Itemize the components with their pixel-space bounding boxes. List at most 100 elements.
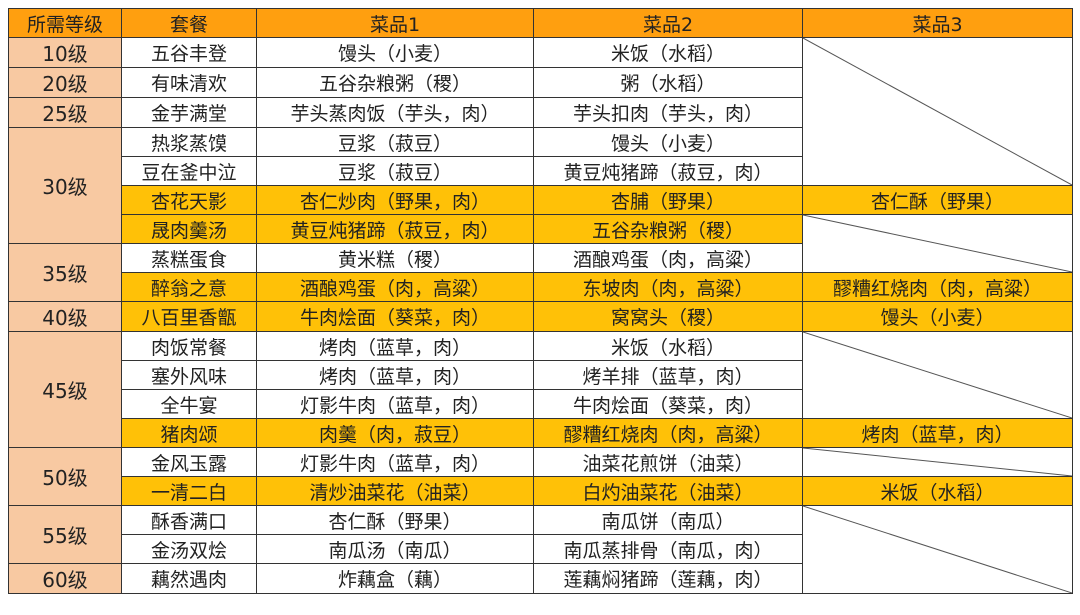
level-cell: 55级 xyxy=(8,505,122,564)
set-name-cell: 蒸糕蛋食 xyxy=(121,243,257,273)
dish1-cell: 豆浆（菽豆） xyxy=(256,156,534,186)
set-name-cell: 杏花天影 xyxy=(121,185,257,215)
table-row: 晟肉羹汤 黄豆炖猪蹄（菽豆，肉） 五谷杂粮粥（稷） xyxy=(9,214,1073,273)
dish1-cell: 杏仁酥（野果） xyxy=(256,505,534,535)
table-row: 全牛宴 灯影牛肉（蓝草，肉） 牛肉烩面（葵菜，肉） xyxy=(9,389,1073,419)
dish2-cell: 窝窝头（稷） xyxy=(533,301,803,332)
level-cell: 25级 xyxy=(8,97,122,128)
dish1-cell: 烤肉（蓝草，肉） xyxy=(256,360,534,390)
dish3-empty-cell xyxy=(802,505,1073,594)
dish2-cell: 牛肉烩面（葵菜，肉） xyxy=(533,389,803,419)
dish1-cell: 灯影牛肉（蓝草，肉） xyxy=(256,389,534,419)
set-name-cell: 热浆蒸馍 xyxy=(121,127,257,157)
dish1-cell: 酒酿鸡蛋（肉，高粱） xyxy=(256,272,534,302)
set-name-cell: 醉翁之意 xyxy=(121,272,257,302)
header-row: 所需等级 套餐 菜品1 菜品2 菜品3 xyxy=(8,8,1073,38)
dish1-cell: 炸藕盒（藕） xyxy=(256,563,534,594)
table-row: 45级 肉饭常餐 烤肉（蓝草，肉） 米饭（水稻） xyxy=(8,331,1073,448)
dish2-cell: 馒头（小麦） xyxy=(533,127,803,157)
level-cell: 35级 xyxy=(8,243,122,302)
table-row: 40级 八百里香甑 牛肉烩面（葵菜，肉） 窝窝头（稷） 馒头（小麦） xyxy=(8,301,1073,332)
level-cell: 20级 xyxy=(8,67,122,98)
level-cell: 10级 xyxy=(8,37,122,68)
dish3-cell: 馒头（小麦） xyxy=(802,301,1073,332)
set-name-cell: 有味清欢 xyxy=(121,67,257,98)
level-cell: 40级 xyxy=(8,301,122,332)
dish2-cell: 酒酿鸡蛋（肉，高粱） xyxy=(533,243,803,273)
dish1-cell: 豆浆（菽豆） xyxy=(256,127,534,157)
set-name-cell: 五谷丰登 xyxy=(121,37,257,68)
set-name-cell: 猪肉颂 xyxy=(121,418,257,448)
dish1-cell: 黄米糕（稷） xyxy=(256,243,534,273)
table-row: 55级 酥香满口 杏仁酥（野果） 南瓜饼（南瓜） xyxy=(8,505,1073,594)
diagonal-slash xyxy=(803,332,1072,418)
dish2-cell: 杏脯（野果） xyxy=(533,185,803,215)
level-cell: 50级 xyxy=(8,447,122,506)
set-name-cell: 金汤双烩 xyxy=(121,534,257,564)
table-row: 塞外风味 烤肉（蓝草，肉） 烤羊排（蓝草，肉） xyxy=(9,360,1073,390)
set-name-cell: 晟肉羹汤 xyxy=(121,214,257,244)
set-name-cell: 肉饭常餐 xyxy=(121,331,257,361)
dish1-cell: 黄豆炖猪蹄（菽豆，肉） xyxy=(256,214,534,244)
diagonal-slash xyxy=(803,215,1072,272)
dish2-cell: 米饭（水稻） xyxy=(533,331,803,361)
level-cell: 30级 xyxy=(8,127,122,244)
dish3-cell: 醪糟红烧肉（肉，高粱） xyxy=(802,272,1073,302)
dish3-empty-cell xyxy=(802,447,1073,477)
dish2-cell: 黄豆炖猪蹄（菽豆，肉） xyxy=(533,156,803,186)
set-name-cell: 一清二白 xyxy=(121,476,257,506)
table-row: 一清二白 清炒油菜花（油菜） 白灼油菜花（油菜） 米饭（水稻） xyxy=(9,476,1073,506)
dish2-cell: 南瓜蒸排骨（南瓜，肉） xyxy=(533,534,803,564)
level-cell: 60级 xyxy=(8,563,122,594)
table-row: 醉翁之意 酒酿鸡蛋（肉，高粱） 东坡肉（肉，高粱） 醪糟红烧肉（肉，高粱） xyxy=(9,272,1073,302)
dish3-cell: 米饭（水稻） xyxy=(802,476,1073,506)
table-row: 杏花天影 杏仁炒肉（野果，肉） 杏脯（野果） 杏仁酥（野果） xyxy=(9,185,1073,215)
set-name-cell: 全牛宴 xyxy=(121,389,257,419)
dish2-cell: 五谷杂粮粥（稷） xyxy=(533,214,803,244)
set-name-cell: 藕然遇肉 xyxy=(121,563,257,594)
set-name-cell: 酥香满口 xyxy=(121,505,257,535)
header-set: 套餐 xyxy=(121,8,257,38)
dish2-cell: 东坡肉（肉，高粱） xyxy=(533,272,803,302)
dish2-cell: 白灼油菜花（油菜） xyxy=(533,476,803,506)
dish2-cell: 芋头扣肉（芋头，肉） xyxy=(533,97,803,128)
header-dish2: 菜品2 xyxy=(533,8,803,38)
table-row: 50级 金风玉露 灯影牛肉（蓝草，肉） 油菜花煎饼（油菜） xyxy=(8,447,1073,506)
dish1-cell: 南瓜汤（南瓜） xyxy=(256,534,534,564)
dish1-cell: 灯影牛肉（蓝草，肉） xyxy=(256,447,534,477)
dish3-empty-cell xyxy=(802,214,1073,273)
table-row: 35级 蒸糕蛋食 黄米糕（稷） 酒酿鸡蛋（肉，高粱） xyxy=(8,243,1073,302)
dish2-cell: 醪糟红烧肉（肉，高粱） xyxy=(533,418,803,448)
dish2-cell: 米饭（水稻） xyxy=(533,37,803,68)
dish1-cell: 芋头蒸肉饭（芋头，肉） xyxy=(256,97,534,128)
dish2-cell: 油菜花煎饼（油菜） xyxy=(533,447,803,477)
set-name-cell: 八百里香甑 xyxy=(121,301,257,332)
table-row: 60级 藕然遇肉 炸藕盒（藕） 莲藕焖猪蹄（莲藕，肉） xyxy=(8,563,1073,594)
dish1-cell: 牛肉烩面（葵菜，肉） xyxy=(256,301,534,332)
table-row: 10级 五谷丰登馒头（小麦） 米饭（水稻） xyxy=(8,37,1073,186)
dish1-cell: 烤肉（蓝草，肉） xyxy=(256,331,534,361)
diagonal-slash xyxy=(803,448,1072,476)
header-dish1: 菜品1 xyxy=(256,8,534,38)
set-name-cell: 金芋满堂 xyxy=(121,97,257,128)
dish1-cell: 清炒油菜花（油菜） xyxy=(256,476,534,506)
dish2-cell: 南瓜饼（南瓜） xyxy=(533,505,803,535)
dish2-cell: 烤羊排（蓝草，肉） xyxy=(533,360,803,390)
meal-set-table: 所需等级 套餐 菜品1 菜品2 菜品3 10级 五谷丰登 馒头（小麦） 米饭（水稻） 2… xyxy=(8,8,1073,594)
table-row: 猪肉颂 肉羹（肉，菽豆） 醪糟红烧肉（肉，高粱） 烤肉（蓝草，肉） xyxy=(9,418,1073,448)
table-row: 25级 金芋满堂 芋头蒸肉饭（芋头，肉） 芋头扣肉（芋头，肉） xyxy=(8,97,1073,128)
dish3-empty-cell xyxy=(802,331,1073,419)
dish1-cell: 肉羹（肉，菽豆） xyxy=(256,418,534,448)
set-name-cell: 塞外风味 xyxy=(121,360,257,390)
dish1-cell: 五谷杂粮粥（稷） xyxy=(256,67,534,98)
header-dish3: 菜品3 xyxy=(802,8,1073,38)
diagonal-slash xyxy=(803,506,1072,593)
dish1-cell: 杏仁炒肉（野果，肉） xyxy=(256,185,534,215)
set-name-cell: 金风玉露 xyxy=(121,447,257,477)
dish2-cell: 莲藕焖猪蹄（莲藕，肉） xyxy=(533,563,803,594)
set-name-cell: 豆在釜中泣 xyxy=(121,156,257,186)
dish3-cell: 杏仁酥（野果） xyxy=(802,185,1073,215)
header-level: 所需等级 xyxy=(8,8,122,38)
dish2-cell: 粥（水稻） xyxy=(533,67,803,98)
diagonal-slash xyxy=(803,38,1072,185)
